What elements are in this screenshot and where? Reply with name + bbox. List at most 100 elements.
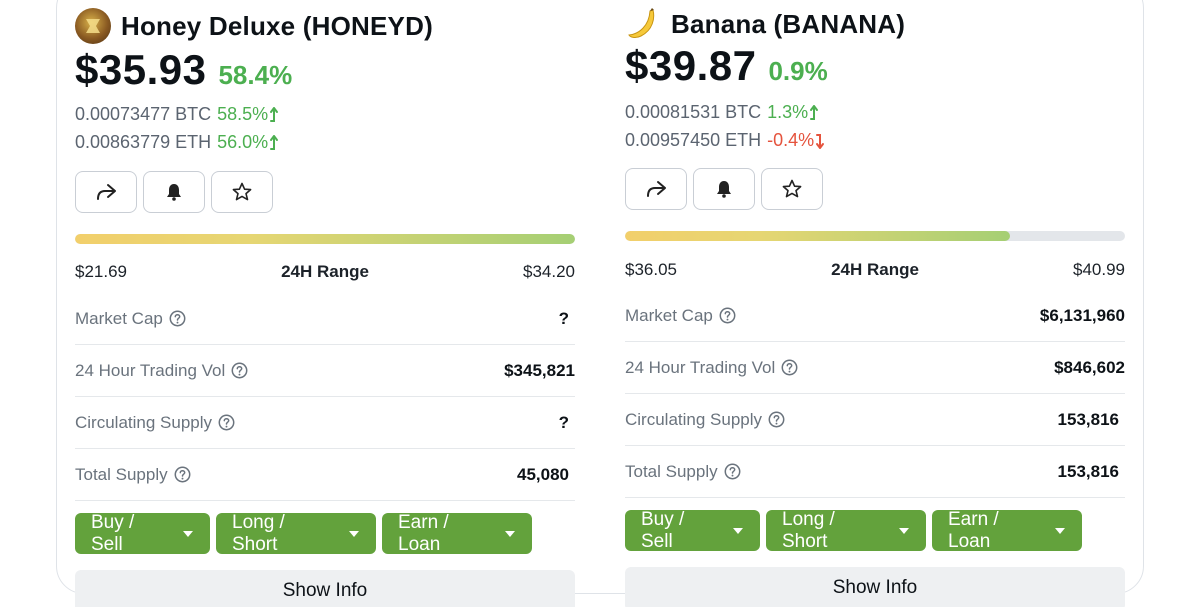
star-icon [232, 182, 252, 201]
caret-down-icon [1054, 527, 1066, 535]
caret-down-icon [182, 530, 194, 538]
arrow-down-icon [816, 133, 825, 149]
caret-down-icon [504, 530, 516, 538]
range-fill [625, 231, 1010, 241]
button-label: Buy / Sell [641, 508, 685, 552]
buy-sell-button[interactable]: Buy / Sell [625, 508, 760, 552]
action-buttons [625, 168, 823, 210]
watchlist-button[interactable] [761, 168, 823, 210]
stat-row-trading-vol: 24 Hour Trading Vol $846,602 [625, 342, 1125, 394]
range-label: 24H Range [281, 262, 369, 281]
long-short-button[interactable]: Long / Short [766, 508, 926, 552]
long-short-button[interactable]: Long / Short [216, 512, 376, 555]
share-icon [647, 181, 666, 197]
honey-coin-icon [75, 8, 111, 44]
btc-price-row: 0.00073477 BTC 58.5% [75, 104, 280, 125]
buy-sell-button[interactable]: Buy / Sell [75, 511, 210, 555]
btc-value: 0.00073477 BTC [75, 104, 212, 124]
price-change: 0.9% [768, 56, 828, 86]
coin-panel-banana: Banana (BANANA) $39.87 0.9% 0.00081531 B… [625, 0, 1125, 607]
help-icon[interactable] [218, 414, 235, 431]
coin-price: $39.87 [625, 42, 757, 89]
trade-buttons: Buy / Sell Long / Short Earn / Loan [75, 511, 532, 555]
range-label: 24H Range [831, 260, 919, 279]
coin-name: Banana (BANANA) [671, 8, 906, 39]
caret-down-icon [732, 527, 744, 535]
button-label: Long / Short [782, 508, 835, 552]
bell-icon [717, 181, 731, 198]
share-button[interactable] [625, 168, 687, 210]
price-row: $39.87 0.9% [625, 42, 828, 90]
stat-value: $345,821 [504, 360, 575, 380]
button-label: Earn / Loan [948, 508, 999, 552]
alert-button[interactable] [693, 168, 755, 210]
btc-price-row: 0.00081531 BTC 1.3% [625, 102, 820, 123]
stat-label: Circulating Supply [625, 409, 763, 429]
stat-label: Total Supply [75, 464, 168, 484]
btc-change: 58.5% [217, 104, 269, 124]
stat-value: 153,816 [1057, 461, 1119, 481]
eth-change: -0.4% [767, 130, 815, 150]
eth-change: 56.0% [217, 132, 269, 152]
range-low: $36.05 [625, 260, 677, 279]
share-icon [97, 184, 116, 200]
banana-icon [625, 6, 661, 42]
alert-button[interactable] [143, 171, 205, 213]
show-info-button[interactable]: Show Info [75, 570, 575, 607]
24h-range-bar [625, 231, 1125, 241]
help-icon[interactable] [781, 359, 798, 376]
price-change: 58.4% [218, 60, 293, 90]
coin-panel-honeyd: Honey Deluxe (HONEYD) $35.93 58.4% 0.000… [75, 0, 575, 607]
stat-value: 153,816 [1057, 409, 1119, 429]
btc-change: 1.3% [767, 102, 809, 122]
stat-label: 24 Hour Trading Vol [75, 360, 226, 380]
help-icon[interactable] [724, 463, 741, 480]
range-fill [75, 234, 575, 244]
help-icon[interactable] [174, 466, 191, 483]
eth-price-row: 0.00863779 ETH 56.0% [75, 132, 280, 153]
watchlist-button[interactable] [211, 171, 273, 213]
earn-loan-button[interactable]: Earn / Loan [382, 511, 532, 555]
help-icon[interactable] [231, 362, 248, 379]
stat-label: Total Supply [625, 461, 718, 481]
stat-row-total-supply: Total Supply 45,080 [75, 449, 575, 501]
coin-name: Honey Deluxe (HONEYD) [121, 10, 433, 41]
24h-range-bar [75, 234, 575, 244]
stat-value: ? [558, 412, 569, 432]
arrow-up-icon [810, 104, 819, 120]
coin-header: Honey Deluxe (HONEYD) [75, 8, 433, 44]
bell-icon [167, 184, 181, 201]
stat-label: 24 Hour Trading Vol [625, 357, 776, 377]
card-frame [56, 0, 1144, 594]
range-low: $21.69 [75, 262, 127, 281]
stat-label: Market Cap [75, 308, 163, 328]
stat-row-circulating-supply: Circulating Supply 153,816 [625, 394, 1125, 446]
coin-header: Banana (BANANA) [625, 6, 905, 42]
stat-value: $6,131,960 [1039, 305, 1125, 325]
show-info-button[interactable]: Show Info [625, 567, 1125, 607]
stat-row-market-cap: Market Cap ? [75, 293, 575, 345]
share-button[interactable] [75, 171, 137, 213]
stat-label: Circulating Supply [75, 412, 213, 432]
stat-value: $846,602 [1054, 357, 1125, 377]
button-label: Buy / Sell [91, 511, 135, 555]
stat-row-market-cap: Market Cap $6,131,960 [625, 290, 1125, 342]
eth-price-row: 0.00957450 ETH -0.4% [625, 130, 826, 151]
eth-value: 0.00957450 ETH [625, 130, 762, 150]
button-label: Earn / Loan [398, 511, 449, 555]
earn-loan-button[interactable]: Earn / Loan [932, 508, 1082, 552]
help-icon[interactable] [768, 411, 785, 428]
help-icon[interactable] [719, 307, 736, 324]
stat-row-circulating-supply: Circulating Supply ? [75, 397, 575, 449]
star-icon [782, 179, 802, 198]
action-buttons [75, 171, 273, 213]
range-labels: $21.69 24H Range $34.20 [75, 262, 575, 282]
range-high: $34.20 [523, 262, 575, 281]
arrow-up-icon [270, 106, 279, 122]
trade-buttons: Buy / Sell Long / Short Earn / Loan [625, 508, 1082, 552]
eth-value: 0.00863779 ETH [75, 132, 212, 152]
caret-down-icon [348, 530, 360, 538]
range-labels: $36.05 24H Range $40.99 [625, 260, 1125, 280]
coin-price: $35.93 [75, 46, 207, 93]
help-icon[interactable] [169, 310, 186, 327]
